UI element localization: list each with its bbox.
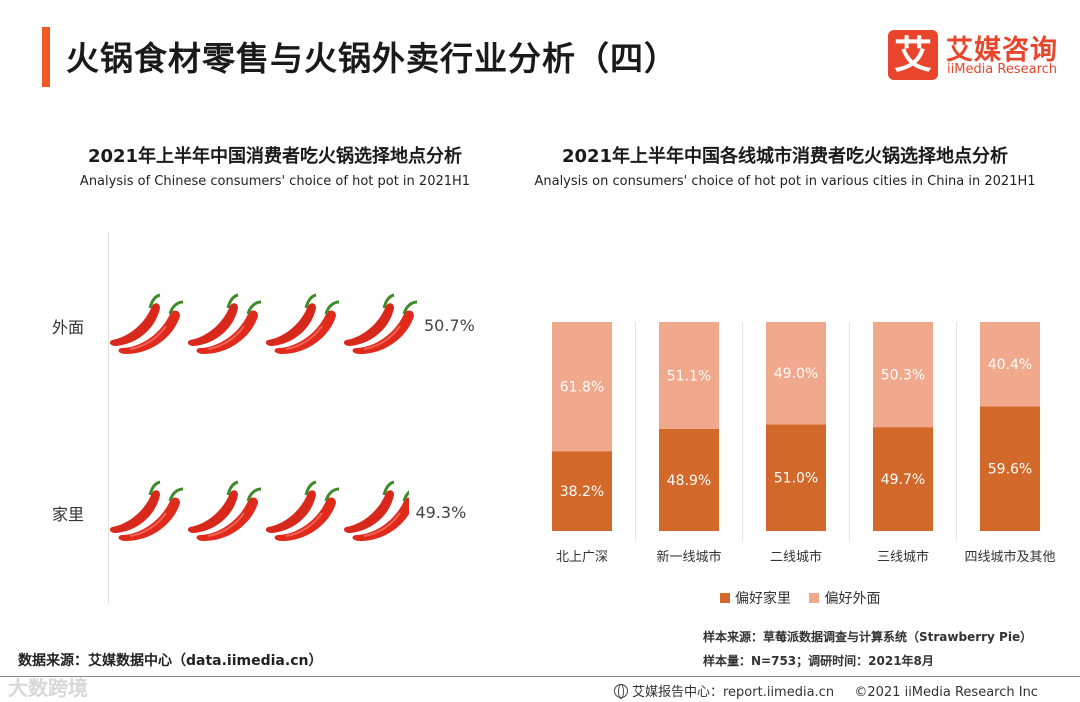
footer-copyright: ©2021 iiMedia Research Inc: [854, 685, 1038, 700]
legend-item-outside: 偏好外面: [809, 588, 880, 608]
pepper-bar-home: [108, 479, 410, 543]
bar-segment-home: [659, 428, 719, 531]
bar-segment-outside: [980, 322, 1040, 407]
title-accent-bar: [42, 27, 50, 87]
globe-icon: [614, 684, 628, 699]
page-title: 火锅食材零售与火锅外卖行业分析（四）: [66, 39, 678, 78]
bar-value-label: 61.8%: [560, 380, 604, 396]
bar-value-label: 49.0%: [774, 366, 818, 382]
bar-segment-outside: [766, 322, 826, 425]
bar-segment-home: [873, 427, 933, 531]
watermark: 大数跨境: [8, 676, 88, 700]
chili-pepper-icon: [342, 292, 418, 356]
footer-report-center[interactable]: 艾媒报告中心：report.iimedia.cn: [632, 685, 835, 700]
value-label-home: 49.3%: [415, 503, 467, 522]
sample-source-note: 样本来源：草莓派数据调查与计算系统（Strawberry Pie）: [703, 630, 1033, 644]
right-chart-subtitle: Analysis on consumers' choice of hot pot…: [534, 174, 1036, 189]
sample-size-note: 样本量：N=753；调研时间：2021年8月: [703, 654, 934, 668]
bar-segment-outside: [659, 322, 719, 429]
bar-value-label: 59.6%: [988, 462, 1032, 478]
bar-segment-home: [766, 424, 826, 531]
x-axis-label: 二线城市: [770, 549, 822, 565]
pepper-bar-outside: [108, 292, 418, 356]
bar-value-label: 40.4%: [988, 357, 1032, 373]
bar-value-label: 51.1%: [667, 368, 711, 384]
legend-label-home: 偏好家里: [735, 591, 791, 607]
footer: 艾媒报告中心：report.iimedia.cn ©2021 iiMedia R…: [614, 681, 1038, 700]
chili-pepper-icon: [342, 479, 410, 543]
x-axis-label: 北上广深: [556, 550, 608, 565]
value-label-outside: 50.7%: [424, 316, 475, 335]
category-label-home: 家里: [52, 505, 85, 524]
x-axis-label: 三线城市: [877, 549, 929, 565]
left-chart-title: 2021年上半年中国消费者吃火锅选择地点分析: [87, 146, 463, 167]
bar-segment-home: [980, 406, 1040, 531]
legend-item-home: 偏好家里: [720, 588, 791, 608]
bar-value-label: 51.0%: [774, 471, 818, 487]
chili-pepper-icon: [264, 479, 342, 543]
bar-segment-outside: [873, 322, 933, 428]
left-chart-axis: [108, 232, 109, 604]
legend-label-outside: 偏好外面: [824, 591, 881, 607]
bar-segment-home: [552, 451, 612, 531]
left-chart-subtitle: Analysis of Chinese consumers' choice of…: [79, 174, 471, 189]
stacked-bar-chart: 38.2% 61.8% 北上广深 48.9% 51.1% 新一线城市 51.0% 49.0% 二…: [552, 322, 1056, 565]
chili-pepper-icon: [186, 479, 264, 543]
chili-pepper-icon: [186, 292, 264, 356]
logo-name-en: iiMedia Research: [947, 62, 1058, 77]
chili-pepper-icon: [108, 479, 186, 543]
chili-pepper-icon: [108, 292, 186, 356]
bar-value-label: 50.3%: [881, 368, 925, 384]
data-source: 数据来源：艾媒数据中心（data.iimedia.cn）: [18, 653, 323, 669]
category-label-outside: 外面: [52, 318, 85, 337]
logo-mark: 艾: [888, 30, 938, 80]
chart-legend: 偏好家里 偏好外面: [720, 588, 894, 608]
footer-divider: [0, 676, 1080, 677]
x-axis-label: 新一线城市: [656, 549, 721, 565]
legend-swatch-outside: [809, 593, 820, 603]
bar-value-label: 49.7%: [881, 472, 925, 488]
chili-pepper-icon: [264, 292, 342, 356]
logo-name-cn: 艾媒咨询: [946, 35, 1058, 66]
legend-swatch-home: [720, 593, 730, 603]
right-chart-title: 2021年上半年中国各线城市消费者吃火锅选择地点分析: [561, 146, 1009, 167]
bar-segment-outside: [552, 322, 612, 452]
x-axis-label: 四线城市及其他: [964, 549, 1055, 565]
bar-value-label: 38.2%: [560, 484, 604, 500]
bar-value-label: 48.9%: [667, 473, 711, 489]
iimedia-logo: 艾 艾媒咨询 iiMedia Research: [888, 30, 1068, 82]
